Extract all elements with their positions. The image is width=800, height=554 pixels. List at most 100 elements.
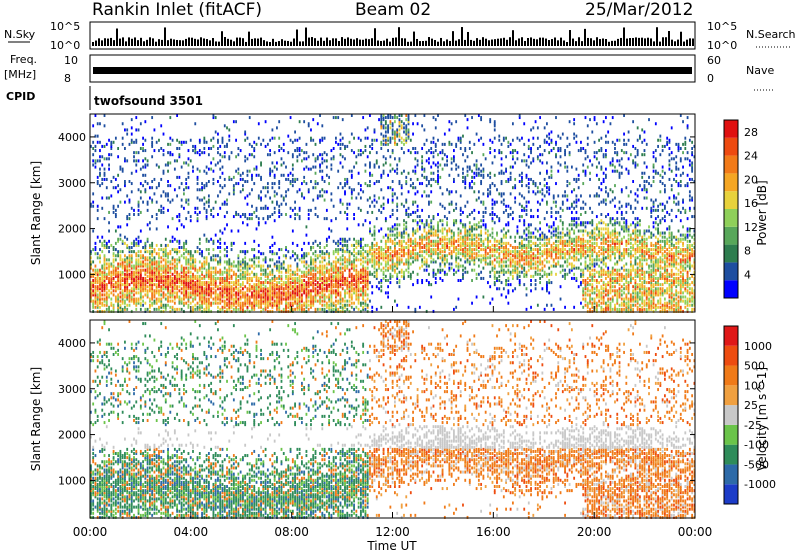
data-cell: [466, 250, 469, 254]
data-cell: [296, 287, 299, 291]
data-cell: [178, 213, 181, 216]
data-cell: [396, 130, 399, 134]
data-cell: [287, 295, 290, 299]
data-cell: [362, 270, 365, 274]
data-cell: [291, 270, 294, 274]
data-cell: [421, 165, 424, 169]
data-cell: [330, 219, 333, 223]
data-cell: [396, 231, 399, 235]
data-cell: [105, 142, 108, 146]
data-cell: [432, 241, 435, 245]
data-cell: [189, 281, 192, 285]
data-cell: [398, 138, 401, 142]
data-cell: [237, 256, 240, 260]
data-cell: [382, 196, 385, 200]
data-cell: [119, 309, 122, 313]
data-cell: [369, 270, 371, 274]
data-cell: [387, 142, 390, 146]
data-cell: [128, 293, 131, 297]
data-cell: [380, 175, 383, 179]
data-cell: [287, 173, 290, 177]
data-cell: [142, 254, 144, 258]
data-cell: [421, 173, 424, 177]
data-cell: [468, 182, 471, 186]
data-cell: [151, 301, 154, 305]
data-cell: [128, 262, 131, 266]
data-cell: [90, 252, 92, 256]
data-cell: [278, 180, 281, 183]
data-cell: [428, 202, 430, 206]
data-cell: [126, 215, 129, 219]
data-cell: [484, 254, 487, 258]
data-cell: [142, 303, 144, 307]
nsky-bar: [182, 40, 184, 46]
data-cell: [176, 274, 179, 278]
data-cell: [185, 295, 188, 299]
data-cell: [278, 208, 281, 212]
data-cell: [173, 287, 176, 291]
data-cell: [321, 252, 324, 256]
data-cell: [162, 270, 165, 274]
data-cell: [230, 291, 233, 295]
data-cell: [158, 289, 160, 293]
data-cell: [167, 268, 169, 272]
data-cell: [198, 305, 201, 309]
data-cell: [350, 287, 353, 291]
data-cell: [471, 116, 473, 120]
data-cell: [296, 299, 299, 303]
data-cell: [459, 231, 462, 235]
data-cell: [171, 287, 174, 291]
data-cell: [314, 213, 317, 216]
data-cell: [214, 233, 217, 237]
data-cell: [137, 274, 140, 278]
data-cell: [378, 250, 380, 254]
data-cell: [121, 169, 124, 173]
data-cell: [457, 243, 460, 247]
station-title: Rankin Inlet (fitACF): [92, 0, 263, 20]
data-cell: [341, 297, 344, 301]
data-cell: [412, 252, 414, 256]
data-cell: [148, 227, 151, 231]
data-cell: [341, 118, 344, 122]
data-cell: [425, 233, 428, 237]
data-cell: [255, 287, 258, 291]
data-cell: [139, 239, 142, 243]
data-cell: [194, 268, 197, 272]
data-cell: [387, 149, 390, 153]
data-cell: [94, 252, 97, 256]
data-cell: [430, 248, 433, 252]
data-cell: [335, 262, 337, 266]
data-cell: [412, 219, 414, 223]
data-cell: [405, 114, 408, 117]
data-cell: [203, 276, 206, 280]
nsky-bar: [407, 41, 409, 46]
data-cell: [155, 140, 158, 144]
data-cell: [178, 307, 181, 311]
data-cell: [312, 260, 315, 264]
data-cell: [355, 305, 358, 309]
data-cell: [153, 260, 156, 264]
data-cell: [228, 155, 231, 159]
data-cell: [121, 309, 124, 313]
data-cell: [300, 279, 303, 282]
data-cell: [321, 194, 324, 198]
data-cell: [473, 142, 476, 146]
data-cell: [173, 237, 176, 241]
data-cell: [314, 283, 317, 287]
data-cell: [407, 134, 410, 138]
data-cell: [378, 248, 380, 252]
data-cell: [305, 305, 308, 309]
data-cell: [228, 283, 231, 287]
data-cell: [162, 169, 165, 173]
data-cell: [403, 239, 405, 243]
data-cell: [455, 256, 458, 260]
data-cell: [189, 215, 192, 219]
data-cell: [307, 303, 310, 307]
data-cell: [373, 165, 376, 169]
data-cell: [185, 272, 188, 276]
data-cell: [160, 194, 163, 198]
data-cell: [183, 252, 185, 256]
data-cell: [384, 157, 387, 161]
data-cell: [210, 161, 213, 165]
data-cell: [124, 200, 126, 204]
